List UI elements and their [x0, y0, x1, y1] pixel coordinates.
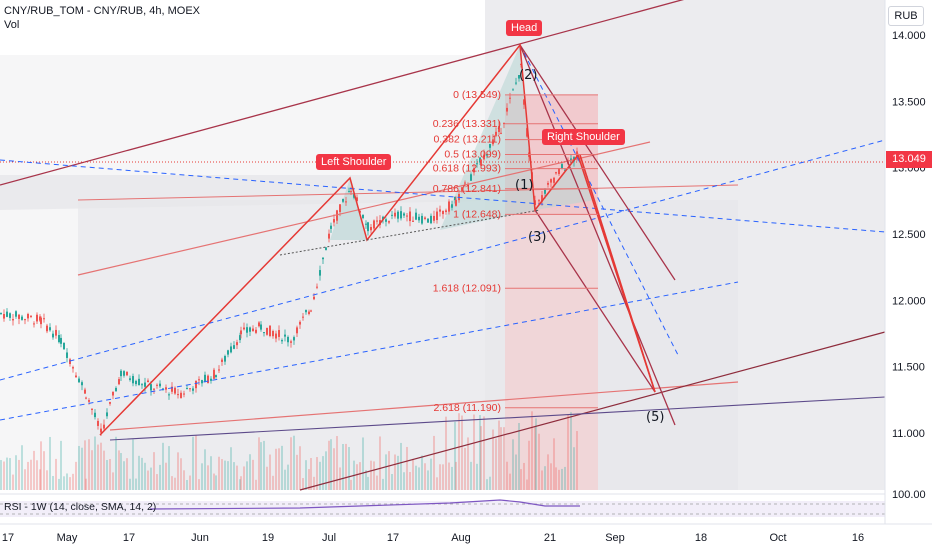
- wave-label-5: (5): [646, 410, 664, 425]
- fib-label: 0.382 (13.211): [433, 134, 501, 146]
- time-tick-label: May: [57, 532, 78, 544]
- fib-label: 0.618 (12.993): [433, 163, 501, 175]
- callout-right-shoulder[interactable]: Right Shoulder: [542, 129, 625, 145]
- symbol-title[interactable]: CNY/RUB_TOM - CNY/RUB, 4h, MOEX: [4, 5, 200, 17]
- time-tick-label: 17: [123, 532, 135, 544]
- rsi-pane: [0, 493, 885, 524]
- fib-label: 2.618 (11.190): [433, 402, 501, 414]
- time-tick-label: 21: [544, 532, 556, 544]
- volume-label[interactable]: Vol: [4, 19, 20, 31]
- wave-label-3: (3): [528, 230, 546, 245]
- current-price-label: 13.049: [886, 151, 932, 168]
- callout-left-shoulder[interactable]: Left Shoulder: [316, 154, 392, 170]
- fib-label: 1 (12.648): [453, 208, 501, 220]
- fib-label: 0.236 (13.331): [433, 118, 501, 130]
- price-tick-label: 11.500: [892, 362, 925, 374]
- currency-unit-button[interactable]: RUB: [888, 6, 924, 26]
- time-tick-label: Oct: [769, 532, 786, 544]
- time-tick-label: Sep: [605, 532, 625, 544]
- time-tick-label: Jun: [191, 532, 209, 544]
- callout-head[interactable]: Head: [506, 20, 543, 36]
- wave-label-1: (1): [515, 178, 533, 193]
- time-axis[interactable]: 17 May 17 Jun 19 Jul 17 Aug 21 Sep 18 Oct 16: [0, 523, 932, 550]
- chart-legend: CNY/RUB_TOM - CNY/RUB, 4h, MOEX Vol: [4, 4, 200, 32]
- time-tick-label: 17: [2, 532, 14, 544]
- fib-label: 1.618 (12.091): [433, 282, 501, 294]
- time-tick-label: Jul: [322, 532, 336, 544]
- fib-label: 0.5 (13.099): [444, 149, 501, 161]
- rsi-scale-label: 100.00: [892, 489, 926, 501]
- time-tick-label: 16: [852, 532, 864, 544]
- time-tick-label: Aug: [451, 532, 471, 544]
- price-tick-label: 11.000: [892, 428, 925, 440]
- wave-label-2: (2): [519, 68, 537, 83]
- price-tick-label: 13.500: [892, 96, 926, 108]
- rsi-indicator-label[interactable]: RSI - 1W (14, close, SMA, 14, 2): [4, 501, 157, 513]
- time-tick-label: 19: [262, 532, 274, 544]
- fib-label: 0.786 (12.841): [433, 183, 501, 195]
- background-shapes: [0, 0, 885, 490]
- price-tick-label: 14.000: [892, 30, 926, 42]
- volume-bars: [0, 411, 578, 490]
- price-tick-label: 12.000: [892, 295, 926, 307]
- time-tick-label: 18: [695, 532, 707, 544]
- time-tick-label: 17: [387, 532, 399, 544]
- fib-label: 0 (13.549): [453, 89, 501, 101]
- fib-level-labels: 0 (13.549) 0.236 (13.331) 0.382 (13.211) 0.…: [433, 89, 501, 414]
- price-tick-label: 12.500: [892, 229, 926, 241]
- price-axis[interactable]: 14.00013.50013.00012.50012.00011.50011.0…: [884, 0, 932, 524]
